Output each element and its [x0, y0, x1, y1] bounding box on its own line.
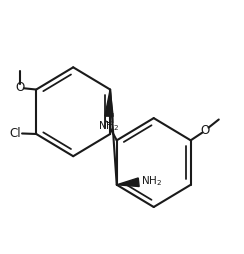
Polygon shape	[117, 178, 139, 186]
Text: NH$_2$: NH$_2$	[141, 174, 162, 188]
Polygon shape	[105, 89, 113, 116]
Text: O: O	[201, 124, 210, 137]
Text: Cl: Cl	[9, 127, 21, 140]
Text: O: O	[16, 81, 25, 94]
Text: Cl: Cl	[103, 113, 114, 126]
Text: NH$_2$: NH$_2$	[98, 119, 120, 133]
